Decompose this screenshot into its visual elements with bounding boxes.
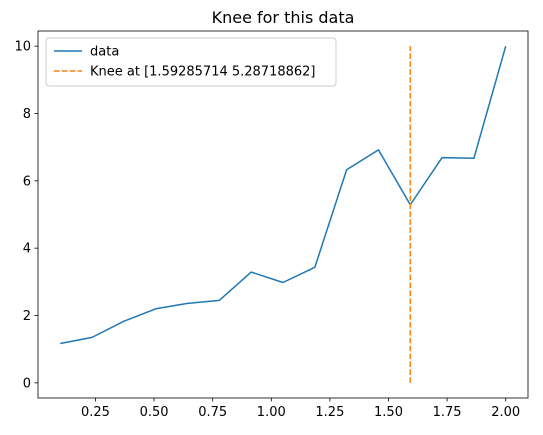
legend: data Knee at [1.59285714 5.28718862] (45, 37, 337, 87)
y-tick-label: 4 (23, 242, 31, 257)
plot-area-frame (37, 30, 529, 399)
series-layer (60, 45, 507, 383)
y-tick-label: 0 (23, 376, 31, 391)
y-tick-label: 8 (23, 107, 31, 122)
y-axis: 0 2 4 6 8 10 (14, 40, 38, 391)
x-tick-label: 0.50 (140, 405, 169, 420)
x-tick-label: 0.75 (198, 405, 227, 420)
y-tick-label: 6 (23, 174, 31, 189)
x-tick-label: 2.00 (491, 405, 520, 420)
x-axis: 0.25 0.50 0.75 1.00 1.25 1.50 1.75 2.00 (81, 398, 520, 420)
y-tick-label: 2 (23, 309, 31, 324)
x-tick-label: 1.00 (257, 405, 286, 420)
legend-label-1: Knee at [1.59285714 5.28718862] (90, 65, 316, 80)
chart-title: Knee for this data (212, 8, 355, 27)
legend-box (45, 37, 337, 87)
x-tick-label: 0.25 (81, 405, 110, 420)
y-tick-label: 10 (14, 40, 31, 55)
x-tick-label: 1.25 (315, 405, 344, 420)
x-tick-label: 1.50 (374, 405, 403, 420)
legend-label-0: data (90, 45, 119, 60)
x-tick-label: 1.75 (433, 405, 462, 420)
series-line-0 (60, 45, 507, 345)
